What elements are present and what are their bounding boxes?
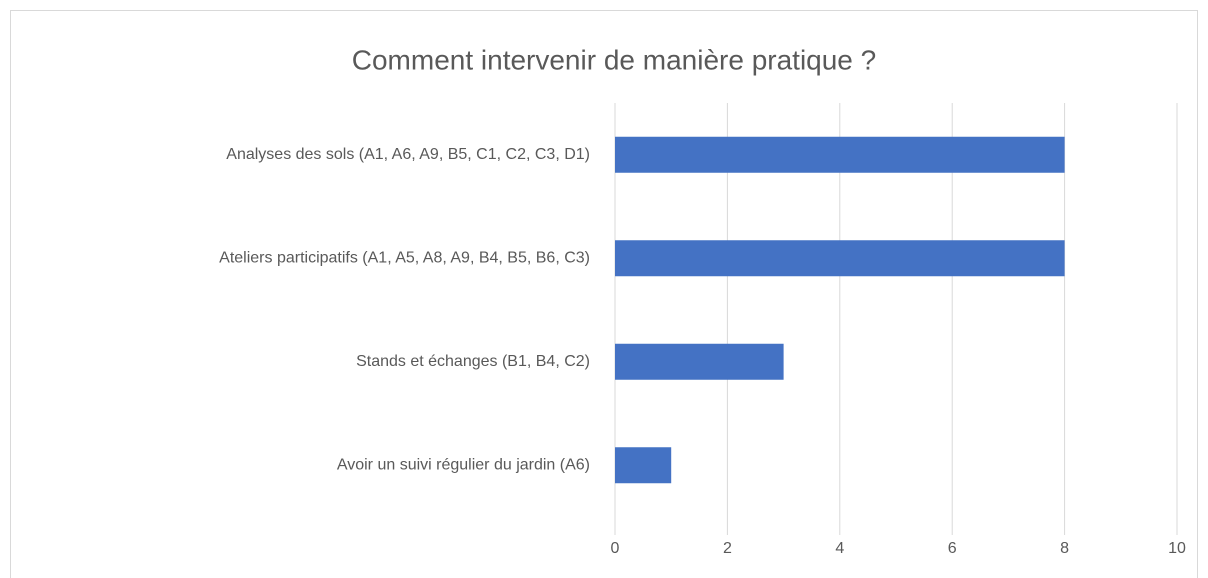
chart-title: Comment intervenir de manière pratique ? [352, 44, 876, 75]
y-tick-label: Ateliers participatifs (A1, A5, A8, A9, … [219, 249, 590, 266]
x-tick-label: 4 [835, 540, 844, 557]
x-tick-label: 10 [1168, 540, 1186, 557]
bar [615, 136, 1065, 173]
x-tick-label: 0 [611, 540, 620, 557]
y-tick-label: Avoir un suivi régulier du jardin (A6) [337, 456, 590, 473]
chart-border [10, 10, 1198, 578]
x-tick-label: 2 [723, 540, 732, 557]
x-tick-label: 6 [948, 540, 957, 557]
bar [615, 447, 672, 484]
y-tick-label: Stands et échanges (B1, B4, C2) [356, 353, 590, 370]
y-tick-label: Analyses des sols (A1, A6, A9, B5, C1, C… [226, 146, 590, 163]
x-tick-label: 8 [1060, 540, 1069, 557]
bar [615, 343, 784, 380]
bar [615, 240, 1065, 277]
